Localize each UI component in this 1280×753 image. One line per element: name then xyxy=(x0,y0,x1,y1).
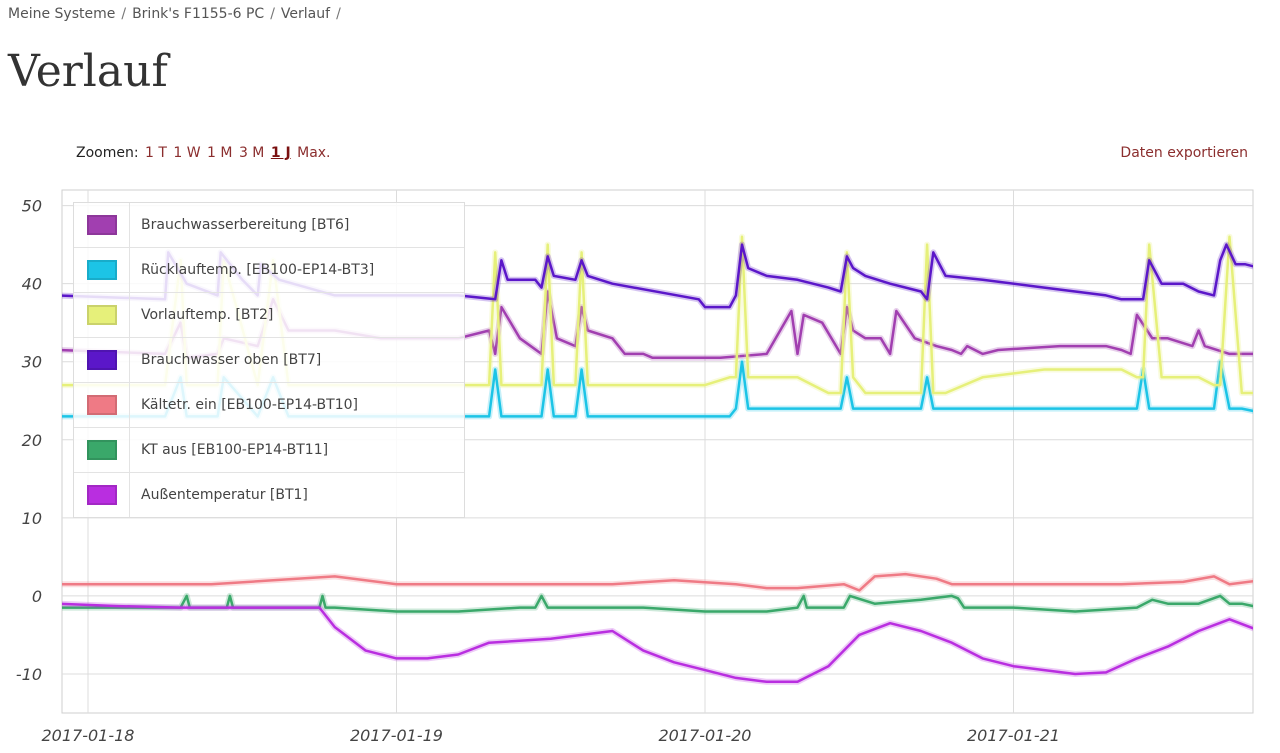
y-tick-label: -10 xyxy=(16,665,42,684)
y-tick-label: 40 xyxy=(22,275,42,294)
legend-swatch xyxy=(86,215,117,235)
breadcrumb-item-device[interactable]: Brink's F1155-6 PC xyxy=(132,6,265,22)
breadcrumb-item-systems[interactable]: Meine Systeme xyxy=(8,6,116,22)
legend-swatch xyxy=(86,395,117,415)
x-tick-label: 2017-01-20 xyxy=(659,726,752,745)
legend-swatch-cell xyxy=(74,383,130,427)
legend-swatch xyxy=(86,350,117,370)
legend-swatch-cell xyxy=(74,473,130,517)
legend-swatch-cell xyxy=(74,248,130,292)
x-axis: 2017-01-18 2017-01-19 2017-01-20 2017-01-21 xyxy=(42,726,1060,745)
legend-swatch xyxy=(86,305,117,325)
breadcrumb-separator: / xyxy=(336,6,341,22)
breadcrumb: Meine Systeme / Brink's F1155-6 PC / Verlauf… xyxy=(8,6,347,22)
export-data-link[interactable]: Daten exportieren xyxy=(1120,145,1248,161)
legend-item[interactable]: Außentemperatur [BT1] xyxy=(74,473,464,517)
legend-item[interactable]: Rücklauftemp. [EB100-EP14-BT3] xyxy=(74,248,464,293)
legend-label: Rücklauftemp. [EB100-EP14-BT3] xyxy=(141,262,375,278)
chart-legend: Brauchwasserbereitung [BT6] Rücklauftemp.… xyxy=(73,202,465,518)
legend-swatch-cell xyxy=(74,203,130,247)
breadcrumb-separator: / xyxy=(270,6,275,22)
x-tick-label: 2017-01-21 xyxy=(967,726,1060,745)
breadcrumb-item-history[interactable]: Verlauf xyxy=(280,6,331,22)
y-tick-label: 0 xyxy=(32,587,42,606)
legend-item[interactable]: Brauchwasser oben [BT7] xyxy=(74,338,464,383)
page-title: Verlauf xyxy=(8,46,168,97)
series-line xyxy=(62,602,1253,684)
legend-item[interactable]: Kältetr. ein [EB100-EP14-BT10] xyxy=(74,383,464,428)
zoom-option-1t[interactable]: 1 T xyxy=(145,145,167,161)
zoom-option-1w[interactable]: 1 W xyxy=(173,145,201,161)
y-tick-label: 30 xyxy=(22,353,42,372)
x-tick-label: 2017-01-18 xyxy=(42,726,135,745)
zoom-bar: Zoomen: 1 T 1 W 1 M 3 M 1 J Max. xyxy=(76,145,331,161)
legend-label: KT aus [EB100-EP14-BT11] xyxy=(141,442,329,458)
y-tick-label: 50 xyxy=(22,197,42,216)
legend-item[interactable]: Brauchwasserbereitung [BT6] xyxy=(74,203,464,248)
zoom-label: Zoomen: xyxy=(76,145,139,161)
legend-label: Kältetr. ein [EB100-EP14-BT10] xyxy=(141,397,358,413)
legend-item[interactable]: Vorlauftemp. [BT2] xyxy=(74,293,464,338)
legend-label: Außentemperatur [BT1] xyxy=(141,487,308,503)
y-tick-label: 10 xyxy=(22,509,42,528)
y-tick-label: 20 xyxy=(22,431,42,450)
x-tick-label: 2017-01-19 xyxy=(350,726,443,745)
breadcrumb-separator: / xyxy=(121,6,127,22)
zoom-option-1m[interactable]: 1 M xyxy=(207,145,233,161)
zoom-option-max[interactable]: Max. xyxy=(297,145,331,161)
zoom-option-3m[interactable]: 3 M xyxy=(238,145,265,161)
zoom-option-1j[interactable]: 1 J xyxy=(270,145,291,161)
legend-swatch-cell xyxy=(74,293,130,337)
legend-label: Vorlauftemp. [BT2] xyxy=(141,307,274,323)
legend-label: Brauchwasserbereitung [BT6] xyxy=(141,217,350,233)
series-line xyxy=(62,572,1253,592)
legend-swatch xyxy=(86,440,117,460)
y-axis: -10 0 10 20 30 40 50 xyxy=(16,197,42,684)
legend-swatch xyxy=(86,485,117,505)
legend-swatch-cell xyxy=(74,428,130,472)
legend-swatch xyxy=(86,260,117,280)
legend-label: Brauchwasser oben [BT7] xyxy=(141,352,322,368)
legend-item[interactable]: KT aus [EB100-EP14-BT11] xyxy=(74,428,464,473)
legend-swatch-cell xyxy=(74,338,130,382)
